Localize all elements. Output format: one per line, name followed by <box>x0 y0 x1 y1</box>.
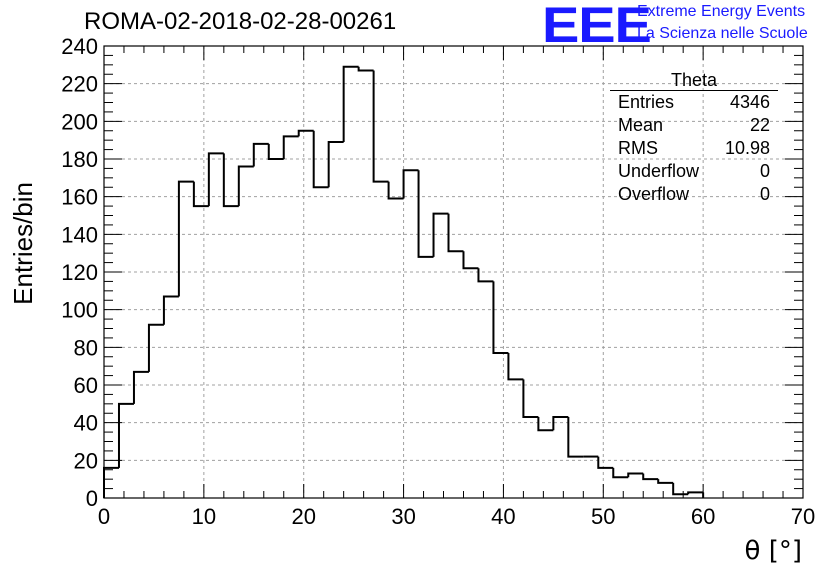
stats-row: RMS 10.98 <box>610 137 778 160</box>
histogram-bin <box>642 473 659 481</box>
histogram-bin <box>492 281 509 354</box>
x-tick-label: 0 <box>98 504 110 529</box>
histogram-bin <box>282 135 299 159</box>
histogram-bin <box>537 417 554 432</box>
stats-title: Theta <box>610 70 778 91</box>
stats-row-value: 22 <box>749 115 770 135</box>
x-tick-label: 20 <box>291 504 315 529</box>
y-tick-label: 40 <box>74 411 98 436</box>
stats-row-label: Entries <box>618 92 675 112</box>
histogram-bin <box>342 65 359 143</box>
histogram-bin <box>372 70 389 183</box>
histogram-bin <box>462 251 479 270</box>
y-tick-label: 140 <box>61 222 98 247</box>
stats-row-value: 10.98 <box>724 138 770 158</box>
histogram-bin <box>672 482 689 496</box>
histogram-bin <box>177 180 194 297</box>
histogram-bin <box>432 212 449 257</box>
histogram-bin <box>627 472 644 478</box>
histogram-bin <box>447 213 464 253</box>
histogram-bin <box>222 153 239 208</box>
y-tick-label: 200 <box>61 109 98 134</box>
y-tick-label: 80 <box>74 335 98 360</box>
stats-row-label: Underflow <box>618 161 700 181</box>
stats-row-label: Mean <box>618 115 664 135</box>
histogram-bin <box>252 142 269 167</box>
y-tick-label: 0 <box>86 486 98 511</box>
stats-row-label: Overflow <box>618 184 690 204</box>
logo-line-1: Extreme Energy Events <box>637 3 806 20</box>
y-tick-label: 120 <box>61 260 98 285</box>
histogram-bin <box>387 181 404 200</box>
histogram-bin <box>162 295 179 325</box>
y-axis-label: Entries/bin <box>8 182 38 305</box>
histogram-bin <box>597 456 614 469</box>
stats-row: Entries 4346 <box>610 91 778 114</box>
stats-box: Theta Entries 4346 Mean 22 RMS 10.98 Underflow… <box>610 70 778 206</box>
stats-row: Underflow 0 <box>610 160 778 183</box>
histogram-bin <box>192 181 209 208</box>
x-tick-label: 50 <box>591 504 615 529</box>
x-tick-label: 10 <box>192 504 216 529</box>
axis-ticks <box>103 45 804 499</box>
histogram-bin <box>477 268 494 283</box>
histogram-bin <box>267 143 284 160</box>
histogram-bin <box>132 370 149 404</box>
y-tick-label: 60 <box>74 373 98 398</box>
histogram-bin <box>522 379 539 419</box>
histogram-bin <box>147 323 164 372</box>
histogram-bin <box>357 66 374 72</box>
histogram-bin <box>567 417 584 458</box>
x-axis-label: θ [°] <box>744 536 802 566</box>
x-tick-label: 30 <box>391 504 415 529</box>
stats-row-value: 0 <box>759 184 770 204</box>
stats-row-label: RMS <box>618 138 658 158</box>
histogram-bin <box>507 352 524 381</box>
x-tick-label: 40 <box>491 504 515 529</box>
histogram-bin <box>103 466 119 498</box>
histogram-bin <box>612 467 629 479</box>
y-tick-label: 160 <box>61 185 98 210</box>
x-tick-label: 70 <box>791 504 815 529</box>
stats-row: Mean 22 <box>610 114 778 137</box>
y-tick-label: 100 <box>61 298 98 323</box>
histogram-bin <box>552 416 569 431</box>
histogram-bin <box>117 402 134 468</box>
y-tick-label: 240 <box>61 34 98 59</box>
stats-row-value: 4346 <box>729 92 770 112</box>
y-tick-label: 180 <box>61 147 98 172</box>
histogram-bin <box>657 479 674 484</box>
histogram-bin <box>237 165 254 207</box>
y-tick-label: 220 <box>61 72 98 97</box>
logo-line-2: La Scienza nelle Scuole <box>637 25 808 42</box>
histogram-bin <box>402 169 419 199</box>
histogram-bin <box>327 141 344 188</box>
histogram-bin <box>687 491 704 495</box>
eee-logo: EEE <box>542 0 652 53</box>
grid-lines <box>104 46 803 498</box>
stats-row-value: 0 <box>759 161 770 181</box>
histogram-bin <box>417 170 434 258</box>
page-title: ROMA-02-2018-02-28-00261 <box>84 8 397 35</box>
stats-rows: Entries 4346 Mean 22 RMS 10.98 Underflow 0 Overf… <box>610 91 778 206</box>
y-tick-label: 20 <box>74 448 98 473</box>
stats-row: Overflow 0 <box>610 183 778 206</box>
histogram-bin <box>297 129 314 137</box>
x-tick-label: 60 <box>691 504 715 529</box>
histogram-bin <box>207 152 224 207</box>
histogram-bin <box>312 130 329 189</box>
